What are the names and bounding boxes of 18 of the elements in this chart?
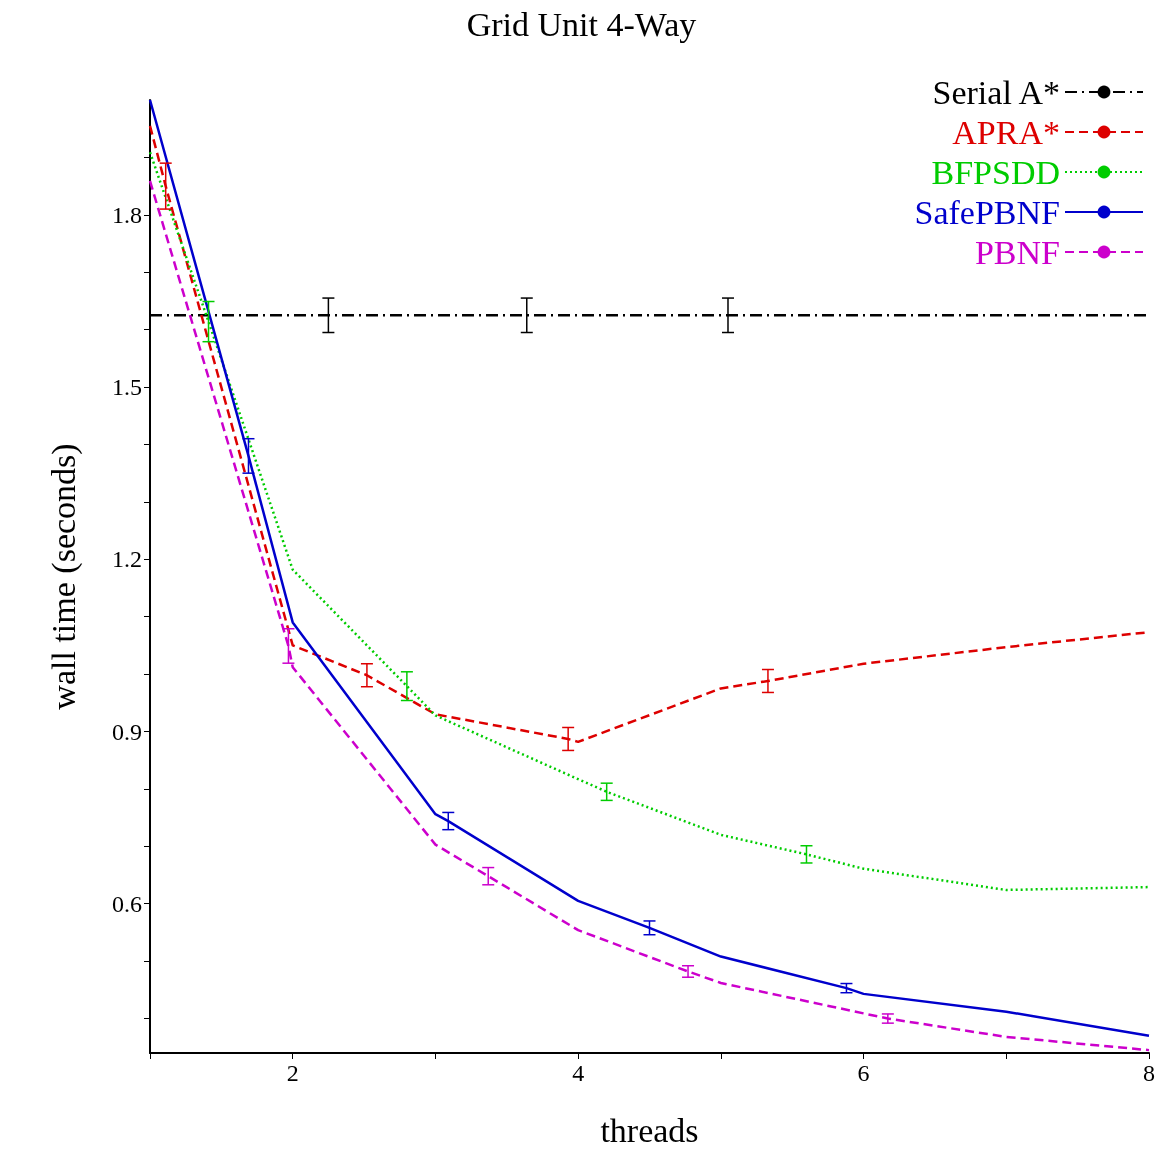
y-tick-label: 0.6 bbox=[112, 890, 142, 917]
line-series bbox=[148, 150, 1151, 892]
x-tick-label: 6 bbox=[857, 1060, 870, 1086]
legend-label: SafePBNF bbox=[914, 193, 1060, 231]
chart-title: Grid Unit 4-Way bbox=[466, 5, 697, 43]
y-tick-label: 1.2 bbox=[112, 546, 142, 573]
legend-label: BFPSDD bbox=[931, 153, 1060, 191]
x-tick-label: 2 bbox=[286, 1060, 299, 1086]
y-tick-label: 1.5 bbox=[112, 374, 142, 401]
legend-label: Serial A* bbox=[932, 73, 1060, 111]
y-tick-label: 0.9 bbox=[112, 718, 142, 745]
x-axis-title: threads bbox=[600, 1111, 699, 1149]
legend-label: PBNF bbox=[974, 233, 1060, 271]
x-tick-label: 4 bbox=[572, 1060, 585, 1086]
x-tick-label: 8 bbox=[1143, 1060, 1155, 1086]
y-tick-label: 1.8 bbox=[112, 201, 142, 228]
legend-label: APRA* bbox=[952, 113, 1060, 151]
y-axis-title: wall time (seconds) bbox=[44, 443, 83, 710]
